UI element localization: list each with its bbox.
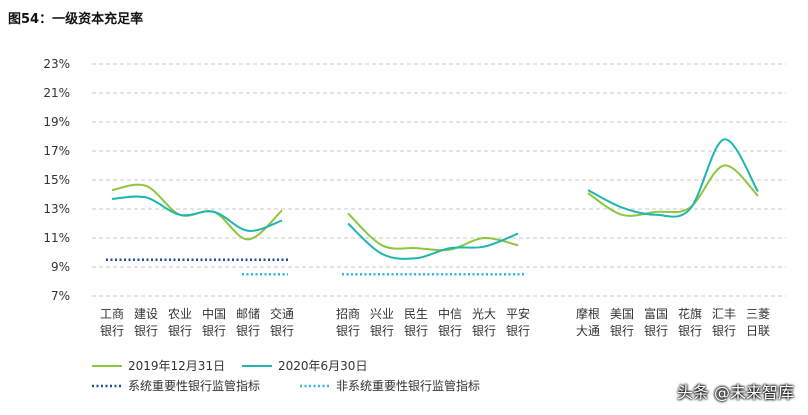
x-tick-label: 富国 [644,306,668,321]
x-tick-label: 大通 [576,324,600,338]
x-tick-label: 银行 [202,324,226,338]
y-tick-label: 9% [51,260,70,274]
x-tick-label: 摩根 [576,306,600,321]
x-tick-label: 银行 [270,324,294,338]
legend-label: 2019年12月31日 [128,359,225,373]
x-tick-label: 建设 [134,307,158,321]
x-tick-label: 中信 [438,306,462,321]
x-tick-label: 花旗 [678,306,702,321]
x-tick-label: 平安 [506,306,530,321]
legend-label: 系统重要性银行监管指标 [128,378,260,393]
x-tick-label: 银行 [472,324,496,338]
series-line-2020 [111,195,283,232]
x-tick-label: 银行 [336,324,360,338]
series-line-2020 [587,138,759,218]
x-tick-label: 招商 [336,306,360,321]
series-line-2019 [347,212,519,252]
x-tick-label: 日联 [746,324,770,338]
x-tick-label: 银行 [134,324,158,338]
x-tick-label: 光大 [472,307,496,321]
y-tick-label: 7% [51,289,70,303]
x-tick-label: 三菱 [746,307,770,321]
x-tick-label: 银行 [644,324,668,338]
reference-lines [106,258,524,276]
grid-lines [92,63,786,297]
x-tick-label: 银行 [506,324,530,338]
x-axis: 工商银行建设银行农业银行中国银行邮储银行交通银行招商银行兴业银行民生银行中信银行… [100,306,770,338]
series-line-2019 [587,164,759,217]
series-line-2020 [347,222,519,260]
x-tick-label: 银行 [610,324,634,338]
x-tick-label: 银行 [370,324,394,338]
x-tick-label: 银行 [168,324,192,338]
legend-label: 非系统重要性银行监管指标 [336,378,480,393]
x-tick-label: 民生 [404,307,428,321]
x-tick-label: 银行 [678,324,702,338]
x-tick-label: 农业 [168,307,192,321]
x-tick-label: 邮储 [236,306,260,321]
y-tick-label: 23% [43,57,70,71]
x-tick-label: 汇丰 [712,307,736,321]
series-line-2019 [111,183,283,241]
x-tick-label: 中国 [202,306,226,321]
y-tick-label: 21% [43,86,70,100]
series-lines [111,138,759,260]
x-tick-label: 工商 [100,306,124,321]
x-tick-label: 银行 [404,324,428,338]
y-tick-label: 19% [43,115,70,129]
figure-title: 图54：一级资本充足率 [8,12,144,27]
y-tick-label: 11% [43,231,70,245]
y-tick-label: 17% [43,144,70,158]
legend-label: 2020年6月30日 [278,359,367,373]
y-tick-label: 15% [43,173,70,187]
y-axis: 7% 9% 11% 13% 15% 17% 19% 21% 23% [43,57,70,303]
x-tick-label: 美国 [610,307,634,321]
x-tick-label: 银行 [438,324,462,338]
x-tick-label: 银行 [236,324,260,338]
x-tick-label: 交通 [270,306,294,321]
y-tick-label: 13% [43,202,70,216]
x-tick-label: 银行 [712,324,736,338]
x-tick-label: 兴业 [370,307,394,321]
watermark: 头条 @未来智库 [676,383,794,402]
x-tick-label: 银行 [100,324,124,338]
